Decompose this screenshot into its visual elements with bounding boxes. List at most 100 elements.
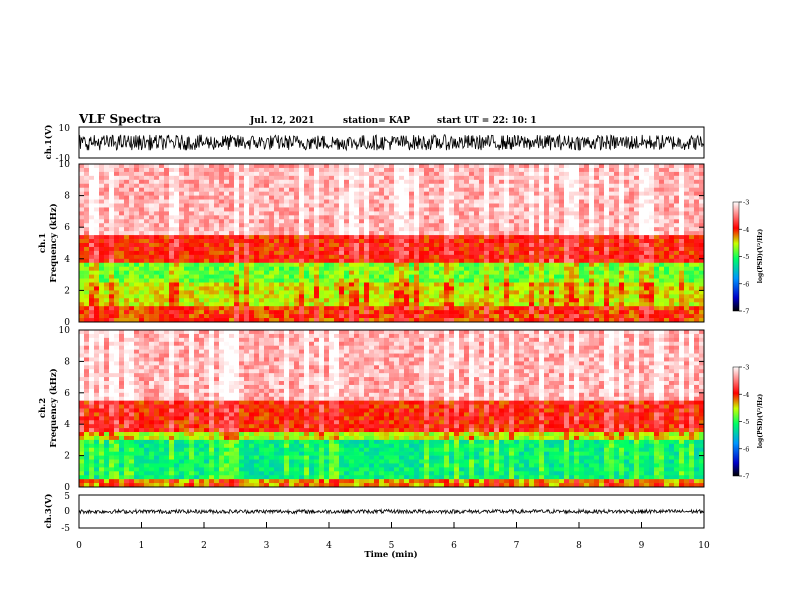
- ch1-spec-cell: [134, 203, 140, 208]
- ch1-spec-cell: [379, 191, 385, 196]
- ch1-spec-cell: [404, 290, 410, 295]
- ch1-spec-cell: [114, 314, 120, 319]
- ch1-spec-cell: [249, 270, 255, 275]
- ch1-spec-cell: [679, 211, 685, 216]
- ch1-spec-cell: [134, 298, 140, 303]
- ch1-spec-cell: [479, 254, 485, 260]
- ch1-spec-cell: [654, 254, 660, 260]
- ch1-spec-cell: [609, 278, 615, 283]
- ch1-spec-cell: [584, 246, 590, 252]
- ch1-spec-cell: [674, 266, 680, 271]
- ch1-spec-cell: [259, 282, 265, 287]
- ch1-spec-cell: [109, 306, 115, 311]
- ch1-spec-cell: [369, 203, 375, 208]
- ch1-spec-cell: [144, 310, 150, 315]
- ch1-spec-cell: [434, 310, 440, 315]
- ch1-spec-cell: [359, 254, 365, 260]
- ch1-spec-cell: [314, 219, 320, 224]
- ch1-spec-cell: [159, 274, 165, 279]
- ch1-spec-cell: [674, 246, 680, 252]
- ch1-spec-cell: [679, 195, 685, 200]
- ch1-spec-cell: [344, 270, 350, 275]
- ch1-spec-cell: [584, 266, 590, 271]
- ch1-spec-cell: [169, 227, 175, 232]
- ch1-spec-cell: [304, 262, 310, 267]
- ch1-spec-cell: [139, 211, 145, 216]
- ch1-spec-cell: [449, 254, 455, 260]
- ch1-spec-cell: [594, 254, 600, 260]
- ch1-spec-cell: [384, 183, 390, 188]
- ch1-spec-cell: [134, 286, 140, 291]
- ch1-spec-cell: [539, 286, 545, 291]
- ch1-spec-cell: [609, 164, 615, 169]
- ch1-spec-cell: [254, 191, 260, 196]
- ch1-spec-cell: [559, 191, 565, 196]
- ch1-spec-cell: [234, 243, 240, 248]
- ch1-spec-cell: [529, 239, 535, 244]
- ch1-spec-cell: [549, 258, 555, 264]
- ch1-spec-cell: [124, 171, 130, 177]
- ch1-spec-cell: [644, 310, 650, 315]
- ch1-spec-cell: [244, 191, 250, 196]
- ch1-spec-cell: [399, 187, 405, 192]
- ch1-spec-cell: [464, 270, 470, 275]
- ch1-spec-cell: [599, 246, 605, 252]
- ch1-spec-cell: [534, 298, 540, 303]
- ch1-spec-cell: [639, 164, 645, 169]
- ch1-spec-cell: [234, 191, 240, 196]
- ch1-spec-cell: [509, 243, 515, 248]
- ch1-spec-cell: [99, 243, 105, 248]
- ch1-spec-cell: [594, 243, 600, 248]
- ch1-spec-cell: [159, 298, 165, 303]
- ch1-spec-cell: [239, 191, 245, 196]
- ch1-spec-cell: [374, 250, 380, 256]
- ch1-spec-cell: [319, 239, 325, 244]
- ch1-spec-cell: [94, 254, 100, 260]
- ch1-spec-cell: [134, 274, 140, 279]
- ch1-spec-cell: [99, 246, 105, 252]
- ch1-spec-cell: [649, 175, 655, 181]
- ch1-spec-cell: [394, 254, 400, 260]
- ch1-spec-cell: [404, 199, 410, 204]
- ch1-spec-cell: [244, 302, 250, 307]
- ch1-spec-cell: [694, 243, 700, 248]
- ch1-spec-cell: [149, 203, 155, 208]
- ch1-spec-cell: [379, 199, 385, 204]
- ch1-spec-cell: [349, 278, 355, 283]
- ch1-spec-cell: [339, 318, 345, 323]
- ch1-spec-cell: [434, 318, 440, 323]
- ch1-spec-cell: [439, 310, 445, 315]
- ch1-spec-cell: [194, 187, 200, 192]
- ch1-spec-cell: [584, 227, 590, 232]
- ch1-spec-cell: [119, 298, 125, 303]
- ch1-spec-cell: [259, 175, 265, 181]
- ch1-spec-cell: [164, 302, 170, 307]
- ch1-spec-cell: [94, 215, 100, 220]
- ch1-spec-cell: [439, 167, 445, 173]
- ch1-spec-cell: [529, 250, 535, 256]
- ch1-spec-cell: [664, 223, 670, 228]
- ch1-spec-cell: [464, 278, 470, 283]
- ch1-spec-cell: [294, 290, 300, 295]
- ch1-spec-cell: [254, 219, 260, 224]
- ch1-spec-cell: [694, 278, 700, 283]
- ch1-spec-cell: [119, 310, 125, 315]
- ch1-spec-cell: [309, 314, 315, 319]
- ch1-spec-cell: [304, 175, 310, 181]
- ch1-spec-cell: [144, 235, 150, 240]
- ch1-spec-cell: [384, 175, 390, 181]
- ch1-spec-cell: [439, 250, 445, 256]
- ch1-spec-cell: [369, 183, 375, 188]
- ch1-spec-cell: [684, 203, 690, 208]
- ch1-spec-cell: [299, 235, 305, 240]
- ch1-spec-cell: [174, 183, 180, 188]
- ch1-spec-cell: [644, 175, 650, 181]
- ch1-spec-cell: [334, 250, 340, 256]
- ch1-spec-cell: [579, 318, 585, 323]
- ch1-spec-cell: [374, 270, 380, 275]
- ch1-spec-cell: [349, 318, 355, 323]
- ch1-spec-cell: [224, 274, 230, 279]
- ch1-spec-cell: [249, 278, 255, 283]
- ch1-spec-cell: [279, 231, 285, 236]
- ch1-spec-cell: [359, 195, 365, 200]
